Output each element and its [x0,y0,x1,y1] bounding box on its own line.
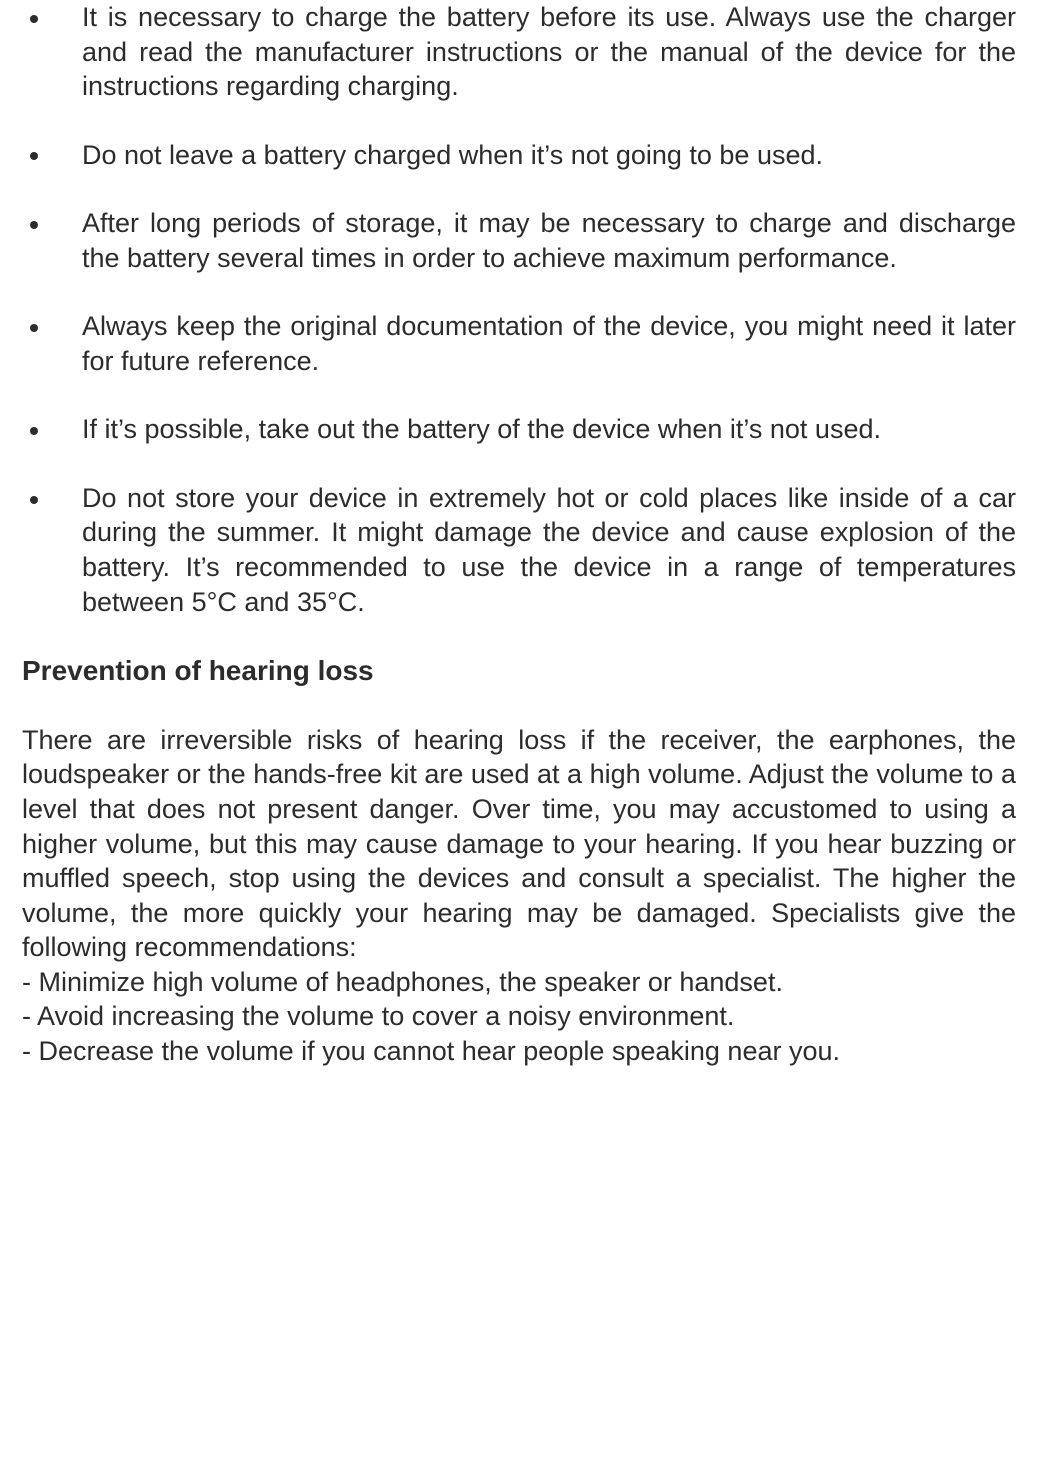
list-item: Do not leave a battery charged when it’s… [22,138,1016,173]
list-item-text: If it’s possible, take out the battery o… [82,414,881,444]
list-item: Always keep the original documentation o… [22,309,1016,378]
list-item: After long periods of storage, it may be… [22,206,1016,275]
list-item: If it’s possible, take out the battery o… [22,412,1016,447]
list-item-text: It is necessary to charge the battery be… [82,2,1016,101]
dash-item: - Avoid increasing the volume to cover a… [22,999,1016,1034]
list-item: It is necessary to charge the battery be… [22,0,1016,104]
list-item: Do not store your device in extremely ho… [22,481,1016,619]
battery-care-list: It is necessary to charge the battery be… [22,0,1016,619]
list-item-text: Do not leave a battery charged when it’s… [82,140,823,170]
list-item-text: Always keep the original documentation o… [82,311,1016,376]
section-heading: Prevention of hearing loss [22,653,1016,689]
hearing-body: There are irreversible risks of hearing … [22,723,1016,1068]
list-item-text: After long periods of storage, it may be… [82,208,1016,273]
list-item-text: Do not store your device in extremely ho… [82,483,1016,617]
dash-item: - Minimize high volume of headphones, th… [22,965,1016,1000]
dash-item: - Decrease the volume if you cannot hear… [22,1034,1016,1069]
paragraph: There are irreversible risks of hearing … [22,723,1016,965]
document-page: It is necessary to charge the battery be… [0,0,1038,1475]
